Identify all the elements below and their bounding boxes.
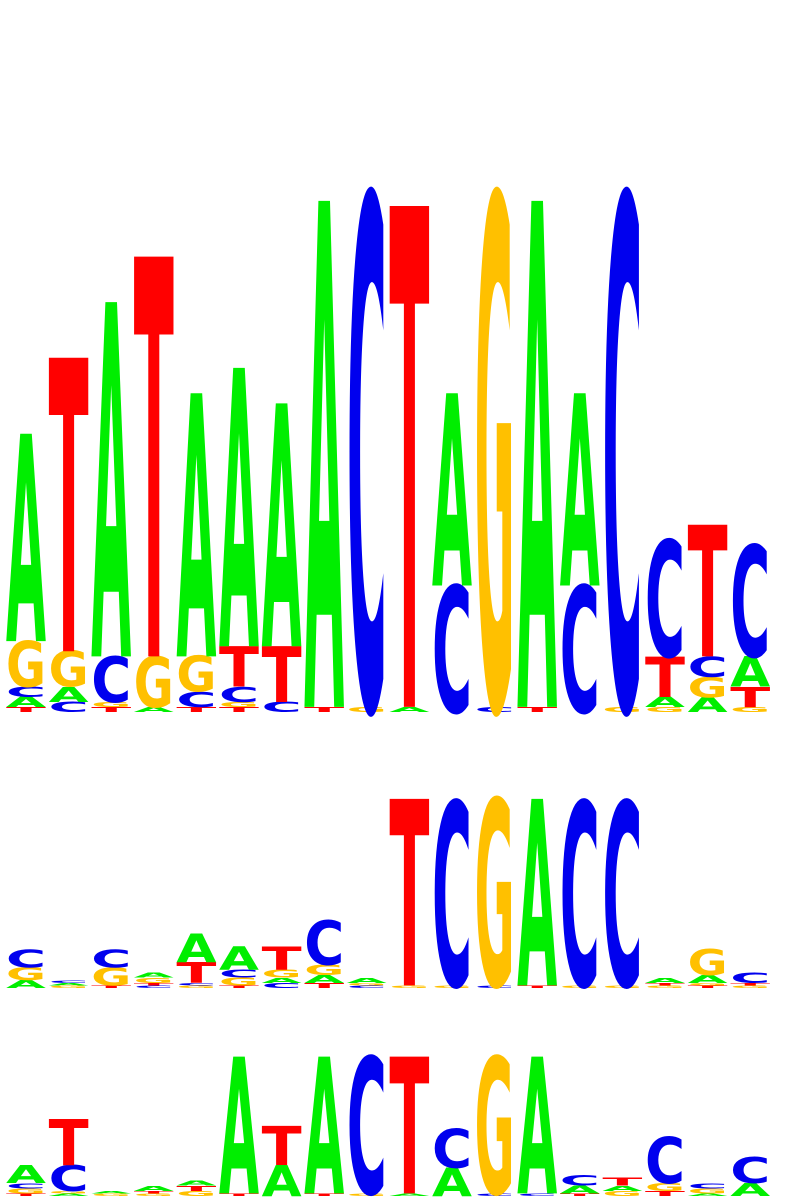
letter-a: A <box>432 341 472 648</box>
letter-a: A <box>134 1184 175 1192</box>
letter-t: T <box>49 1107 89 1181</box>
letter-a: A <box>645 976 686 984</box>
letter-c: C <box>49 980 89 984</box>
letter-c: C <box>645 1124 685 1198</box>
letter-c: C <box>645 509 685 695</box>
letter-a: A <box>219 293 259 737</box>
letter-g: G <box>688 943 728 985</box>
letter-g: G <box>475 1021 515 1200</box>
letter-a: A <box>262 339 302 726</box>
letter-t: T <box>688 488 728 699</box>
letter-a: A <box>91 1190 132 1194</box>
letter-t: T <box>262 1117 302 1179</box>
letter-a: A <box>6 378 46 709</box>
letter-t: T <box>389 748 429 1046</box>
letter-a: A <box>134 971 175 979</box>
letter-c: C <box>432 753 472 1046</box>
letter-a: A <box>176 925 217 971</box>
letter-c: C <box>560 753 600 1046</box>
letter-t: T <box>389 1019 429 1200</box>
letter-c: C <box>602 753 642 1046</box>
letter-c: C <box>347 1020 387 1200</box>
letter-a: A <box>517 748 557 1046</box>
letter-c: C <box>730 970 770 986</box>
letter-a: A <box>560 341 600 648</box>
letter-c: C <box>91 944 131 973</box>
letter-a: A <box>517 1020 557 1200</box>
letter-c: C <box>560 1173 600 1189</box>
letter-t: T <box>262 941 302 978</box>
letter-c: C <box>688 1182 728 1190</box>
letter-a: A <box>176 1179 217 1187</box>
letter-t: T <box>134 147 174 785</box>
letter-g: G <box>475 749 515 1046</box>
letter-a: A <box>304 1020 344 1200</box>
letter-a: A <box>91 206 131 771</box>
logo-3: TGCAAGCTGAGTAGTATA ATTA GC AT ACCG CA TACGATTG… <box>6 1019 770 1200</box>
letter-c: C <box>602 57 642 873</box>
letter-c: C <box>347 57 387 873</box>
letter-c: C <box>432 1118 472 1180</box>
letter-a: A <box>304 64 344 872</box>
letter-c: C <box>6 944 46 973</box>
letter-t: T <box>602 1176 642 1188</box>
letter-c: C <box>730 516 770 693</box>
letter-c: C <box>730 1150 770 1192</box>
letter-c: C <box>304 909 344 979</box>
letter-a: A <box>6 1160 47 1189</box>
letter-t: T <box>49 278 89 747</box>
letter-a: A <box>347 976 388 984</box>
letter-a: A <box>176 322 216 742</box>
letter-a: A <box>219 1020 259 1200</box>
letter-a: A <box>219 941 260 978</box>
